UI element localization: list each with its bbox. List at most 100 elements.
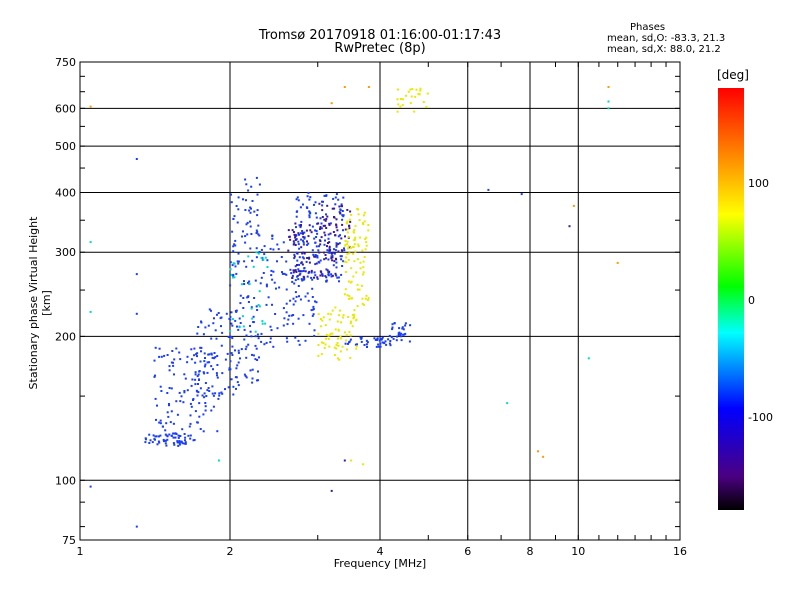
echo-point <box>208 390 211 392</box>
echo-point <box>360 284 363 287</box>
echo-point <box>89 310 92 313</box>
echo-point <box>343 86 346 88</box>
echo-point <box>387 338 390 341</box>
echo-point <box>235 272 238 275</box>
echo-point <box>384 340 387 343</box>
echo-point <box>333 252 336 255</box>
echo-point <box>198 402 201 405</box>
echo-point <box>409 102 412 105</box>
echo-point <box>227 336 230 338</box>
echo-point <box>285 337 288 340</box>
echo-point <box>302 243 305 246</box>
echo-point <box>204 405 207 408</box>
echo-point <box>266 266 269 268</box>
echo-point <box>293 282 296 285</box>
colorbar-tick-0: 0 <box>748 294 755 307</box>
echo-point <box>302 232 304 235</box>
echo-point <box>404 324 407 327</box>
echo-point <box>333 354 336 357</box>
echo-point <box>303 252 306 255</box>
echo-point <box>214 356 217 359</box>
echo-point <box>197 391 200 394</box>
echo-point <box>188 425 191 428</box>
echo-point <box>329 232 332 235</box>
echo-point <box>194 371 197 374</box>
echo-point <box>151 441 154 444</box>
colorbar <box>718 88 744 510</box>
echo-point <box>225 312 228 315</box>
echo-point <box>388 342 391 345</box>
echo-point <box>340 237 343 240</box>
echo-point <box>159 385 162 388</box>
echo-point <box>353 316 356 319</box>
echo-point <box>210 365 213 368</box>
echo-point <box>186 355 189 358</box>
echo-point <box>313 255 315 258</box>
echo-point <box>324 224 327 227</box>
echo-point <box>348 224 351 227</box>
echo-point <box>314 229 317 232</box>
echo-point <box>302 241 305 244</box>
echo-point <box>178 391 181 394</box>
echo-point <box>425 105 428 108</box>
echo-point <box>335 261 338 264</box>
echo-point <box>365 339 368 342</box>
echo-point <box>295 215 298 218</box>
echo-point <box>232 218 235 220</box>
echo-point <box>199 387 202 390</box>
echo-point <box>352 245 355 248</box>
echo-point <box>389 344 392 347</box>
echo-point <box>198 370 201 372</box>
echo-point <box>348 297 351 300</box>
echo-point <box>216 355 219 357</box>
echo-point <box>365 244 368 247</box>
echo-point <box>293 242 296 245</box>
echo-point <box>263 245 266 248</box>
echo-point <box>204 409 207 412</box>
echo-point <box>376 337 379 340</box>
echo-point <box>192 439 195 442</box>
echo-point <box>217 459 220 462</box>
echo-point <box>196 421 199 424</box>
echo-point <box>183 433 186 435</box>
echo-point <box>274 313 277 315</box>
echo-point <box>164 442 167 445</box>
echo-point <box>195 389 198 392</box>
echo-point <box>243 328 246 331</box>
echo-point <box>306 240 308 243</box>
echo-point <box>232 276 235 279</box>
echo-point <box>245 334 248 337</box>
echo-point <box>353 309 356 312</box>
echo-point <box>375 345 378 348</box>
echo-point <box>364 248 367 251</box>
echo-point <box>194 373 197 376</box>
echo-point <box>190 358 193 361</box>
echo-point <box>280 256 283 258</box>
echo-point <box>298 295 300 298</box>
echo-point <box>326 249 329 252</box>
echo-point <box>419 89 422 92</box>
x-tick-label: 6 <box>464 545 471 558</box>
echo-point <box>367 229 370 232</box>
echo-point <box>354 236 357 239</box>
echo-point <box>251 377 254 380</box>
echo-point <box>177 441 180 444</box>
echo-point <box>159 419 162 422</box>
echo-point <box>286 323 289 326</box>
echo-point <box>254 335 257 338</box>
echo-point <box>196 394 199 397</box>
echo-point <box>217 312 220 314</box>
echo-point <box>258 183 261 186</box>
echo-point <box>251 353 253 356</box>
echo-point <box>385 343 388 346</box>
echo-point <box>166 435 169 438</box>
echo-point <box>506 402 509 405</box>
echo-point <box>393 322 396 324</box>
echo-point <box>193 439 196 441</box>
echo-point <box>200 346 203 349</box>
echo-point <box>297 317 300 320</box>
echo-point <box>356 258 359 261</box>
echo-point <box>270 329 273 332</box>
echo-point <box>305 260 308 263</box>
echo-point <box>256 214 259 217</box>
